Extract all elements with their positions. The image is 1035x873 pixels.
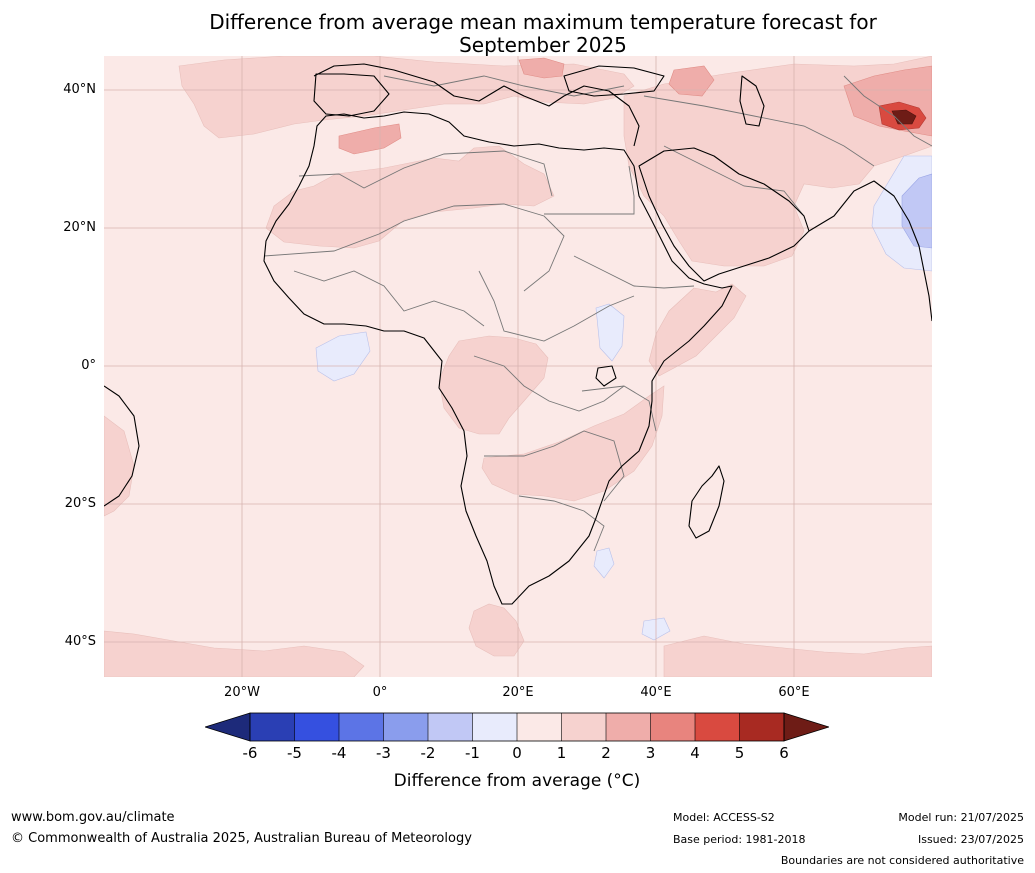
cooler-region-india: [901, 173, 932, 249]
coastline-madagascar: [688, 465, 725, 539]
warm-region-south-atlantic: [468, 603, 525, 657]
lat-label-20s: 20°S: [64, 496, 96, 511]
colorbar-tick-6: 6: [779, 744, 789, 762]
border-europe: [383, 75, 625, 97]
colorbar-bin-0: [517, 713, 562, 741]
colorbar-label: Difference from average (°C): [393, 771, 641, 791]
warm-region-southern-ocean-west: [104, 630, 365, 677]
cooler-anomaly-regions: [901, 173, 932, 249]
cool-region-mozambique: [593, 547, 615, 579]
colorbar-frame: [249, 712, 785, 742]
colorbar-bin-2: [606, 713, 651, 741]
border-west-africa: [293, 270, 485, 327]
lat-label-20n: 20°N: [63, 220, 96, 235]
border-congo: [473, 355, 625, 412]
colorbar-tick-minus1: -1: [465, 744, 480, 762]
coastline-black-sea: [563, 65, 665, 97]
colorbar-bin-5: [739, 713, 784, 741]
coastline-lake-victoria: [595, 365, 617, 387]
lat-label-0: 0°: [81, 358, 96, 373]
coastline-africa: [263, 111, 733, 605]
colorbar-tick-minus2: -2: [420, 744, 436, 762]
colorbar-bin-minus2: [428, 713, 473, 741]
lat-label-40s: 40°S: [64, 634, 96, 649]
colorbar-bin-minus6: [250, 713, 295, 741]
colorbar-bin-minus4: [339, 713, 384, 741]
coastline-europe: [313, 63, 640, 147]
warm-region-southern-ocean-east: [663, 635, 932, 677]
footer-website: www.bom.gov.au/climate: [11, 810, 175, 825]
footer-base-period: Base period: 1981-2018: [673, 833, 806, 846]
coastline-south-america: [104, 385, 140, 507]
lon-label-40e: 40°E: [640, 685, 672, 700]
colorbar-tick-4: 4: [690, 744, 700, 762]
colorbar-bin-minus1: [472, 713, 517, 741]
lon-label-0: 0°: [372, 685, 388, 700]
graticule: [104, 56, 932, 677]
footer-copyright: © Commonwealth of Australia 2025, Austra…: [11, 831, 472, 846]
colorbar-tick-5: 5: [734, 744, 745, 762]
colorbar-extend-low: [205, 712, 251, 742]
warm-region-west-atlantic: [104, 415, 135, 517]
warm-region-mediterranean: [178, 56, 635, 139]
coastline-arabia: [638, 147, 810, 282]
coastline-caspian: [739, 75, 765, 127]
colorbar-tick-0: 0: [512, 744, 522, 762]
coastline-asia: [808, 180, 932, 322]
border-southern: [484, 430, 625, 502]
coastline-iberia: [313, 73, 390, 117]
colorbar-bin-1: [561, 713, 606, 741]
warmer-region-atlas: [338, 123, 402, 155]
border-egypt-sudan: [544, 165, 635, 215]
footer-boundaries-note: Boundaries are not considered authoritat…: [780, 854, 1024, 867]
border-arabia: [663, 145, 805, 217]
map-title-line2: September 2025: [459, 33, 627, 57]
colorbar-tick-3: 3: [645, 744, 656, 762]
country-borders: [263, 75, 932, 552]
colorbar-bin-minus5: [294, 713, 339, 741]
border-asia: [843, 75, 932, 147]
warmer-region-turkey: [668, 65, 715, 97]
lon-label-20e: 20°E: [502, 685, 534, 700]
border-east: [573, 255, 695, 289]
border-tanzania: [581, 385, 657, 432]
border-central: [478, 270, 635, 342]
colorbar-bin-4: [695, 713, 740, 741]
footer-model: Model: ACCESS-S2: [673, 811, 775, 824]
warmer-region-balkans: [518, 57, 565, 79]
border-middle-east: [643, 95, 875, 167]
colorbar: [205, 712, 829, 742]
border-sahel: [263, 203, 565, 292]
temperature-anomaly-map: [104, 56, 932, 677]
colorbar-extend-high: [783, 712, 829, 742]
colorbar-bin-minus3: [383, 713, 428, 741]
lon-label-60e: 60°E: [778, 685, 810, 700]
colorbar-tick-1: 1: [556, 744, 567, 762]
colorbar-tick-minus4: -4: [331, 744, 347, 762]
lon-label-20w: 20°W: [224, 685, 260, 700]
border-sahara-north: [298, 150, 553, 197]
cool-region-east-africa: [595, 303, 625, 362]
footer-model-run: Model run: 21/07/2025: [898, 811, 1024, 824]
colorbar-tick-minus5: -5: [287, 744, 302, 762]
map-title-line1: Difference from average mean maximum tem…: [209, 10, 877, 34]
colorbar-tick-minus6: -6: [242, 744, 258, 762]
cool-region-gulf-of-guinea: [315, 331, 371, 382]
colorbar-bin-3: [650, 713, 695, 741]
colorbar-tick-minus3: -3: [376, 744, 391, 762]
footer-issued: Issued: 23/07/2025: [917, 833, 1024, 846]
colorbar-tick-2: 2: [601, 744, 611, 762]
lat-label-40n: 40°N: [63, 82, 96, 97]
border-south-africa: [518, 495, 605, 552]
coastlines: [104, 63, 932, 605]
